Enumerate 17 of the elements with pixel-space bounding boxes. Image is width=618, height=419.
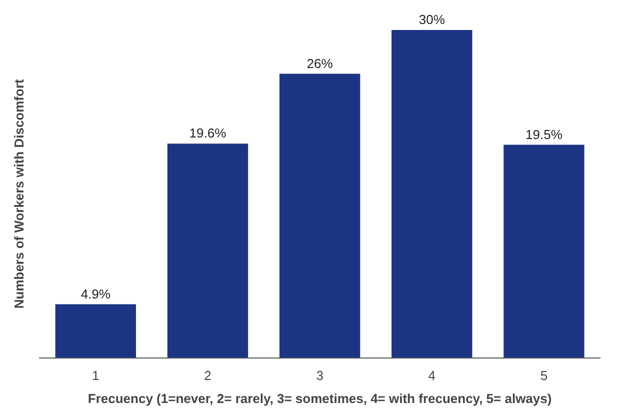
data-label: 30%: [418, 12, 446, 28]
y-axis-title: Numbers of Workers with Discomfort: [11, 78, 26, 309]
data-label: 19.5%: [526, 126, 563, 142]
bar: [167, 144, 248, 358]
data-label: 19.6%: [189, 126, 227, 141]
x-tick-label: 5: [540, 368, 548, 384]
x-tick-label: 4: [428, 368, 436, 384]
data-label: 26%: [306, 56, 334, 71]
bar: [279, 74, 360, 358]
bar: [392, 30, 472, 358]
x-tick-label: 3: [316, 368, 324, 384]
x-tick-label: 2: [204, 368, 212, 384]
bar: [504, 144, 584, 358]
x-axis-title: Frecuency (1=never, 2= rarely, 3= sometimes, 4= with frecuency, 5= always): [88, 390, 552, 406]
data-label: 4.9%: [80, 286, 111, 302]
bar: [55, 304, 136, 358]
x-tick-label: 1: [92, 368, 100, 384]
